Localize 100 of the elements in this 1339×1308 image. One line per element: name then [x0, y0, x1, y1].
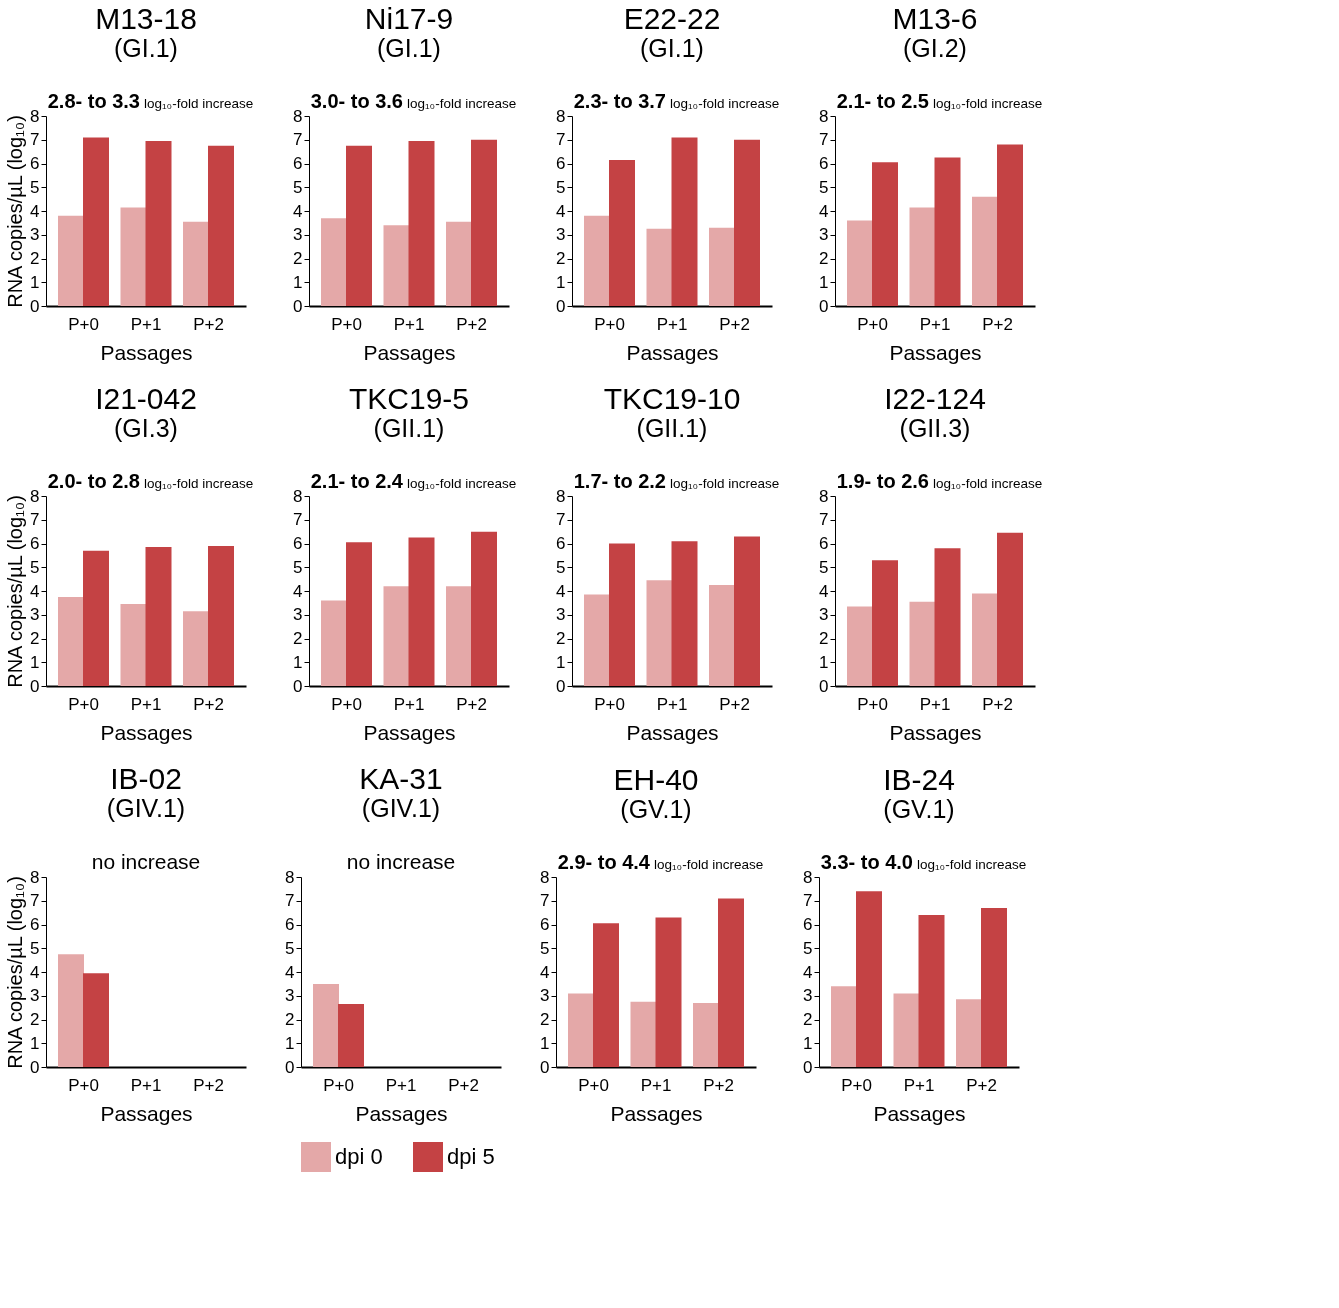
bar: [584, 594, 610, 686]
chart-subtitle: (GV.1): [883, 795, 955, 823]
chart-title: E22-22: [623, 2, 721, 35]
y-tick-label: 6: [819, 154, 829, 173]
x-axis-title: Passages: [626, 340, 719, 364]
y-tick-label: 1: [819, 272, 829, 292]
text: log₁₀-fold increase: [144, 476, 254, 491]
x-tick-label: P+2: [193, 314, 224, 334]
text: log₁₀-fold increase: [670, 476, 780, 491]
bar: [145, 140, 172, 306]
bar: [383, 225, 410, 306]
bar: [934, 157, 961, 306]
y-tick-label: 8: [803, 867, 813, 887]
y-tick-label: 3: [803, 986, 813, 1006]
y-tick-label: 6: [30, 534, 40, 553]
text: 2.1- to 2.5: [836, 90, 929, 112]
chart-title: IB-24: [883, 763, 955, 796]
x-tick-label: P+2: [719, 694, 750, 714]
bar: [183, 221, 209, 306]
bar: [471, 139, 497, 306]
y-tick-label: 3: [540, 986, 550, 1006]
y-tick-label: 8: [285, 867, 295, 887]
bar: [120, 604, 147, 686]
bar: [909, 207, 936, 306]
bar: [997, 532, 1023, 686]
x-tick-label: P+0: [68, 314, 99, 334]
chart-subtitle: (GII.3): [899, 414, 971, 442]
bar: [972, 593, 998, 686]
bar: [831, 986, 857, 1067]
text: log₁₀-fold increase: [407, 96, 517, 111]
chart-title: TKC19-10: [603, 382, 741, 415]
bar: [58, 215, 84, 306]
y-tick-label: 6: [540, 915, 550, 934]
bar: [321, 218, 347, 306]
text: log₁₀-fold increase: [933, 96, 1043, 111]
y-tick-label: 8: [30, 486, 40, 506]
bar: [956, 999, 982, 1067]
y-tick-label: 2: [540, 1010, 550, 1029]
chart-subtitle: (GIV.1): [106, 794, 186, 822]
x-tick-label: P+1: [130, 694, 162, 714]
bar: [630, 1001, 657, 1067]
bar: [997, 144, 1023, 306]
x-tick-label: P+2: [719, 314, 750, 334]
chart-subtitle: (GI.1): [640, 34, 704, 62]
y-tick-label: 2: [556, 249, 566, 268]
y-tick-label: 5: [285, 938, 295, 958]
y-tick-label: 4: [819, 581, 829, 601]
y-tick-label: 3: [30, 225, 40, 245]
chart-title: M13-18: [95, 2, 197, 35]
text: 2.8- to 3.3: [47, 90, 140, 112]
text: log₁₀-fold increase: [144, 96, 254, 111]
chart-title: TKC19-5: [348, 382, 470, 415]
bar: [893, 993, 920, 1067]
x-axis-title: Passages: [889, 720, 982, 744]
text: log₁₀-fold increase: [670, 96, 780, 111]
y-tick-label: 0: [556, 676, 566, 696]
x-tick-label: P+0: [578, 1075, 609, 1095]
chart-subtitle: (GII.1): [636, 414, 708, 442]
y-tick-label: 1: [803, 1033, 813, 1053]
y-tick-label: 6: [819, 534, 829, 553]
y-tick-label: 4: [30, 962, 40, 982]
y-tick-label: 2: [293, 629, 303, 648]
x-tick-label: P+2: [966, 1075, 997, 1095]
y-tick-label: 2: [556, 629, 566, 648]
bar: [671, 137, 698, 306]
bar: [972, 196, 998, 306]
bar: [584, 215, 610, 306]
y-tick-label: 5: [30, 177, 40, 197]
text: 3.0- to 3.6: [310, 90, 403, 112]
bar: [609, 543, 635, 686]
y-tick-label: 6: [30, 154, 40, 173]
y-tick-label: 6: [556, 534, 566, 553]
x-tick-label: P+1: [919, 694, 951, 714]
x-axis-title: Passages: [889, 340, 982, 364]
text: log₁₀-fold increase: [917, 857, 1027, 872]
y-tick-label: 4: [556, 201, 566, 221]
y-tick-label: 1: [819, 652, 829, 672]
y-tick-label: 6: [293, 154, 303, 173]
chart-subtitle: (GII.1): [373, 414, 445, 442]
legend-label: dpi 5: [447, 1144, 495, 1169]
bar: [593, 923, 619, 1067]
x-tick-label: P+2: [456, 694, 487, 714]
y-tick-label: 0: [819, 676, 829, 696]
bar: [709, 585, 735, 686]
text: no increase: [91, 850, 201, 873]
bar: [646, 580, 673, 686]
x-tick-label: P+1: [393, 314, 425, 334]
x-axis-title: Passages: [100, 1101, 193, 1125]
bar: [568, 993, 594, 1067]
y-tick-label: 3: [285, 986, 295, 1006]
y-tick-label: 0: [285, 1057, 295, 1077]
x-tick-label: P+2: [703, 1075, 734, 1095]
y-tick-label: 6: [556, 154, 566, 173]
y-tick-label: 5: [293, 177, 303, 197]
y-axis-title: RNA copies/µL (log₁₀): [4, 115, 27, 308]
bar: [872, 162, 898, 306]
legend-label: dpi 0: [335, 1144, 383, 1169]
y-tick-label: 3: [30, 605, 40, 625]
text: 2.1- to 2.4: [310, 470, 404, 492]
bar: [446, 586, 472, 686]
